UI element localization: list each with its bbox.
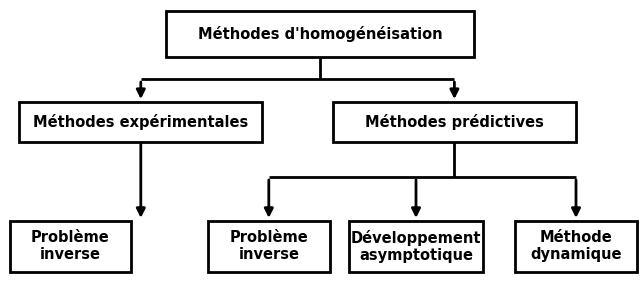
FancyBboxPatch shape: [166, 11, 474, 57]
FancyBboxPatch shape: [333, 102, 576, 142]
FancyBboxPatch shape: [10, 221, 131, 272]
Text: Méthode
dynamique: Méthode dynamique: [531, 230, 621, 262]
Text: Méthodes prédictives: Méthodes prédictives: [365, 114, 544, 130]
Text: Problème
inverse: Problème inverse: [31, 230, 110, 262]
Text: Méthodes d'homogénéisation: Méthodes d'homogénéisation: [198, 26, 442, 42]
Text: Problème
inverse: Problème inverse: [229, 230, 308, 262]
FancyBboxPatch shape: [349, 221, 483, 272]
Text: Développement
asymptotique: Développement asymptotique: [351, 230, 481, 263]
FancyBboxPatch shape: [515, 221, 637, 272]
FancyBboxPatch shape: [19, 102, 262, 142]
Text: Méthodes expérimentales: Méthodes expérimentales: [33, 114, 248, 130]
FancyBboxPatch shape: [208, 221, 330, 272]
